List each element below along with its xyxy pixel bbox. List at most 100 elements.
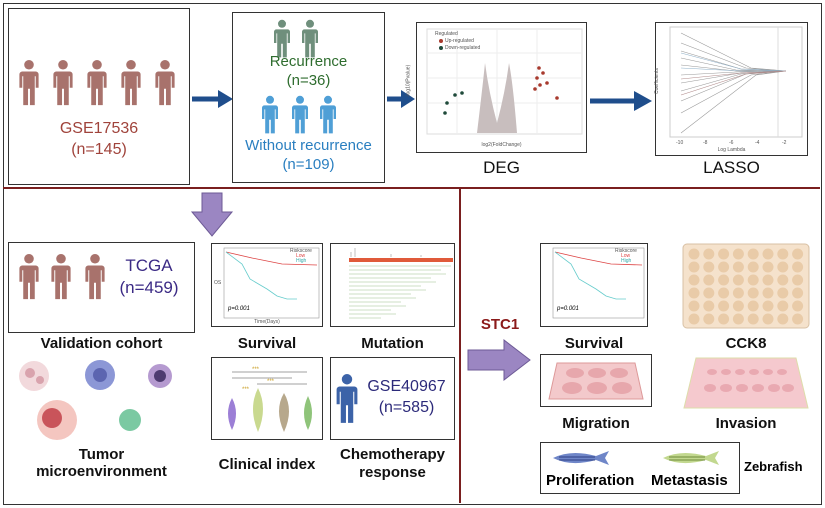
plate-well [732, 287, 744, 299]
plate-well [732, 261, 744, 273]
plate-well [747, 248, 759, 260]
plate-well [777, 248, 789, 260]
plate-well [747, 261, 759, 273]
arrow-right-icon [590, 91, 652, 111]
lasso-label: LASSO [703, 158, 760, 177]
svg-text:***: *** [267, 379, 275, 385]
plate-well [747, 300, 759, 312]
patient-icon [336, 374, 358, 423]
lasso-tick: -10 [676, 140, 684, 146]
km-legend-title: Riskscore [615, 248, 637, 254]
plate-well [703, 261, 715, 273]
tme-label-line2: microenvironment [36, 463, 167, 480]
chemo-label-line2: response [359, 464, 426, 481]
plate-well [777, 300, 789, 312]
plate-well [747, 287, 759, 299]
plate-well [688, 248, 700, 260]
discovery-cohort-box: GSE17536 (n=145) [8, 8, 190, 185]
km-legend-high: High [296, 258, 307, 264]
plate-well [732, 300, 744, 312]
plate-well [688, 313, 700, 325]
plate-well [688, 300, 700, 312]
plate-well [732, 248, 744, 260]
plate-well [792, 313, 804, 325]
recurrence-groups-box: Recurrence (n=36) Without recurrence (n=… [232, 12, 385, 183]
vertical-divider [459, 189, 461, 503]
deg-label: DEG [483, 158, 520, 177]
lasso-plot: -10 -8 -6 -4 -2 Log Lambda Coefficients [654, 22, 808, 156]
plate-well [762, 313, 774, 325]
plate-well [703, 248, 715, 260]
discovery-n: (n=145) [71, 141, 127, 158]
violin-graphic: *** *** *** [228, 367, 312, 432]
volcano-legend-down: Down-regulated [445, 45, 481, 51]
zebrafish-label: Zebrafish [744, 459, 803, 474]
svg-text:***: *** [252, 367, 260, 373]
mutation-oncoplot [330, 243, 455, 327]
discovery-dataset: GSE17536 [59, 120, 139, 137]
patients-icon [19, 59, 175, 106]
km-xlabel: Time(Days) [254, 319, 280, 325]
plate-well [718, 274, 730, 286]
lasso-xlabel: Log Lambda [717, 147, 746, 153]
km-ylabel: OS [214, 280, 222, 286]
volcano-legend-title: Regulated [435, 31, 458, 37]
volcano-xlabel: log2(FoldChange) [481, 142, 522, 148]
plate-well [792, 248, 804, 260]
plate-well [792, 274, 804, 286]
km-curve [552, 247, 645, 319]
recurrence-label: Recurrence [269, 53, 348, 70]
outer-frame [3, 3, 822, 505]
plate-well [718, 300, 730, 312]
arrow-right-icon [387, 90, 415, 108]
km-legend-low: Low [621, 253, 631, 259]
lasso-tick: -6 [729, 140, 734, 146]
plate-well [718, 313, 730, 325]
chemo-dataset: GSE40967 [367, 378, 446, 395]
km-pvalue: p=0.001 [228, 306, 250, 312]
validation-n: (n=459) [119, 278, 179, 297]
lasso-tick: -8 [703, 140, 708, 146]
arrow-right-icon [192, 90, 233, 108]
plate-well [762, 248, 774, 260]
plate-well [762, 287, 774, 299]
km-legend-low: Low [296, 253, 306, 259]
volcano-ylabel: -log10(Pvalue) [405, 64, 412, 98]
km-curve [223, 247, 320, 319]
km-survival-plot: Riskscore Low High p=0.001 Time(Days) OS [211, 243, 323, 327]
chemo-label-line1: Chemotherapy [339, 446, 446, 463]
plate-well [732, 313, 744, 325]
chemo-cohort-box: GSE40967 (n=585) [330, 357, 455, 440]
lasso-tick: -2 [782, 140, 787, 146]
arrow-right-icon [467, 338, 531, 382]
arrow-down-icon [190, 192, 234, 237]
volcano-legend-up: Up-regulated [445, 38, 474, 44]
plate-well [762, 274, 774, 286]
no-recurrence-n: (n=109) [282, 156, 335, 173]
plate-well [777, 261, 789, 273]
cck8-label: CCK8 [725, 335, 767, 352]
survival-label: Survival [237, 335, 297, 352]
plate-well [762, 300, 774, 312]
lasso-ylabel: Coefficients [654, 67, 661, 95]
plate-well [703, 274, 715, 286]
plate-well [777, 313, 789, 325]
validation-dataset: TCGA [125, 256, 173, 275]
no-recurrence-label: Without recurrence [245, 137, 372, 154]
plate-well [777, 274, 789, 286]
immune-cells-illustration [19, 360, 172, 440]
plate-well [703, 313, 715, 325]
oncoplot-graphic [349, 248, 453, 319]
plate-well [762, 261, 774, 273]
lasso-plot-graphic [669, 26, 803, 138]
cck8-plate-illustration [682, 243, 810, 329]
tme-label-line1: Tumor [78, 446, 125, 463]
volcano-plot-graphic [426, 28, 583, 135]
plate-well [718, 248, 730, 260]
invasion-plate-illustration [683, 357, 809, 409]
plate-well [732, 274, 744, 286]
plate-well [792, 287, 804, 299]
gene-label: STC1 [480, 316, 520, 333]
clinical-violin-plot: *** *** *** [211, 357, 323, 440]
